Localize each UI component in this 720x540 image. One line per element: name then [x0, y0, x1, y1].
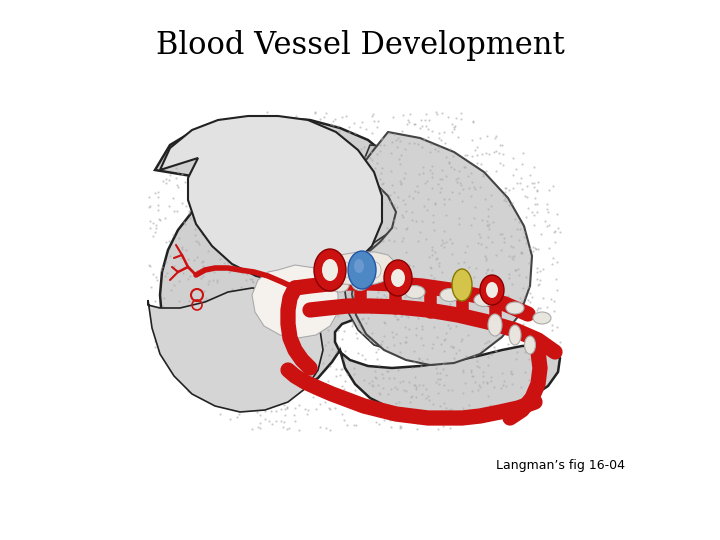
- Ellipse shape: [474, 294, 494, 307]
- Text: Blood Vessel Development: Blood Vessel Development: [156, 30, 564, 61]
- Ellipse shape: [339, 262, 351, 278]
- Ellipse shape: [322, 259, 338, 281]
- Ellipse shape: [440, 288, 460, 301]
- Polygon shape: [155, 118, 560, 416]
- Polygon shape: [330, 252, 395, 285]
- Ellipse shape: [352, 278, 368, 291]
- Ellipse shape: [354, 259, 364, 273]
- Polygon shape: [352, 132, 532, 365]
- Ellipse shape: [354, 262, 366, 278]
- Ellipse shape: [524, 336, 536, 354]
- Polygon shape: [160, 116, 382, 282]
- Ellipse shape: [509, 325, 521, 345]
- Ellipse shape: [384, 260, 412, 296]
- Ellipse shape: [533, 312, 551, 324]
- Ellipse shape: [452, 269, 472, 301]
- Ellipse shape: [348, 251, 376, 289]
- Ellipse shape: [331, 278, 349, 292]
- Text: Langman’s fig 16-04: Langman’s fig 16-04: [495, 459, 624, 472]
- Ellipse shape: [486, 282, 498, 298]
- Ellipse shape: [506, 302, 524, 314]
- Polygon shape: [148, 288, 323, 412]
- Ellipse shape: [405, 286, 425, 299]
- Polygon shape: [252, 265, 338, 338]
- Ellipse shape: [314, 249, 346, 291]
- Polygon shape: [345, 145, 496, 352]
- Ellipse shape: [369, 262, 381, 278]
- Ellipse shape: [488, 314, 502, 336]
- Ellipse shape: [391, 269, 405, 287]
- Ellipse shape: [480, 275, 504, 305]
